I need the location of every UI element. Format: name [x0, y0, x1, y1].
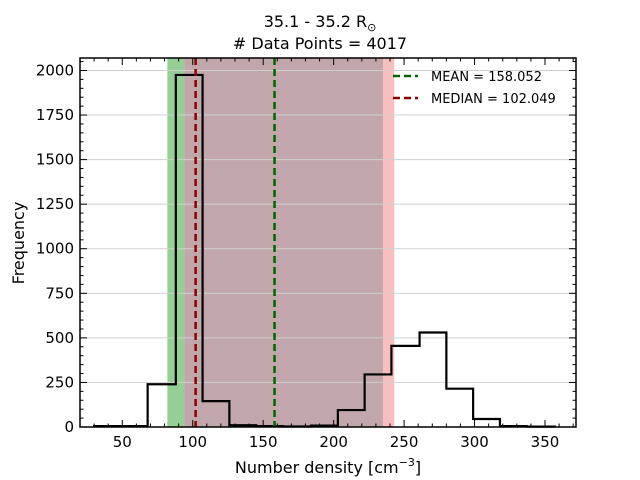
blue-band [184, 58, 383, 427]
histogram-outline [92, 73, 556, 428]
y-tick-label: 250 [45, 373, 74, 391]
legend-label: MEAN = 158.052 [431, 70, 542, 85]
legend-label: MEDIAN = 102.049 [431, 92, 556, 107]
plot-frame [79, 57, 577, 428]
x-tick-label: 50 [113, 433, 132, 451]
sun-symbol: ⊙ [367, 21, 376, 34]
tick-marks [80, 58, 576, 428]
axes [79, 57, 577, 428]
x-axis-label: Number density [cm−3] [235, 456, 421, 477]
y-tick-label: 500 [45, 329, 74, 347]
x-tick-label: 150 [249, 433, 278, 451]
y-tick-label: 0 [64, 418, 74, 436]
y-tick-label: 750 [45, 284, 74, 302]
legend: MEAN = 158.052 MEDIAN = 102.049 [393, 70, 556, 107]
shaded-bands [167, 58, 395, 427]
chart-title-line2: # Data Points = 4017 [233, 34, 407, 53]
y-axis-label: Frequency [9, 202, 28, 285]
red-band [184, 58, 395, 427]
y-tick-label: 1500 [36, 151, 74, 169]
x-tick-label: 200 [319, 433, 348, 451]
y-tick-label: 1750 [36, 106, 74, 124]
histogram-steps [92, 73, 556, 428]
x-axis-label-exponent: −3 [399, 456, 415, 469]
tick-labels: 50 100 150 200 250 300 350 0 250 500 750 1000 1250 15… [36, 61, 560, 451]
x-axis-label-end: ] [415, 458, 421, 477]
y-tick-label: 1250 [36, 195, 74, 213]
x-tick-label: 250 [390, 433, 419, 451]
chart-title-line1: 35.1 - 35.2 R⊙ [264, 12, 377, 34]
x-tick-label: 100 [178, 433, 207, 451]
x-tick-label: 300 [460, 433, 489, 451]
x-tick-label: 350 [531, 433, 560, 451]
y-tick-label: 1000 [36, 240, 74, 258]
y-tick-label: 2000 [36, 61, 74, 79]
stat-lines [194, 58, 276, 427]
